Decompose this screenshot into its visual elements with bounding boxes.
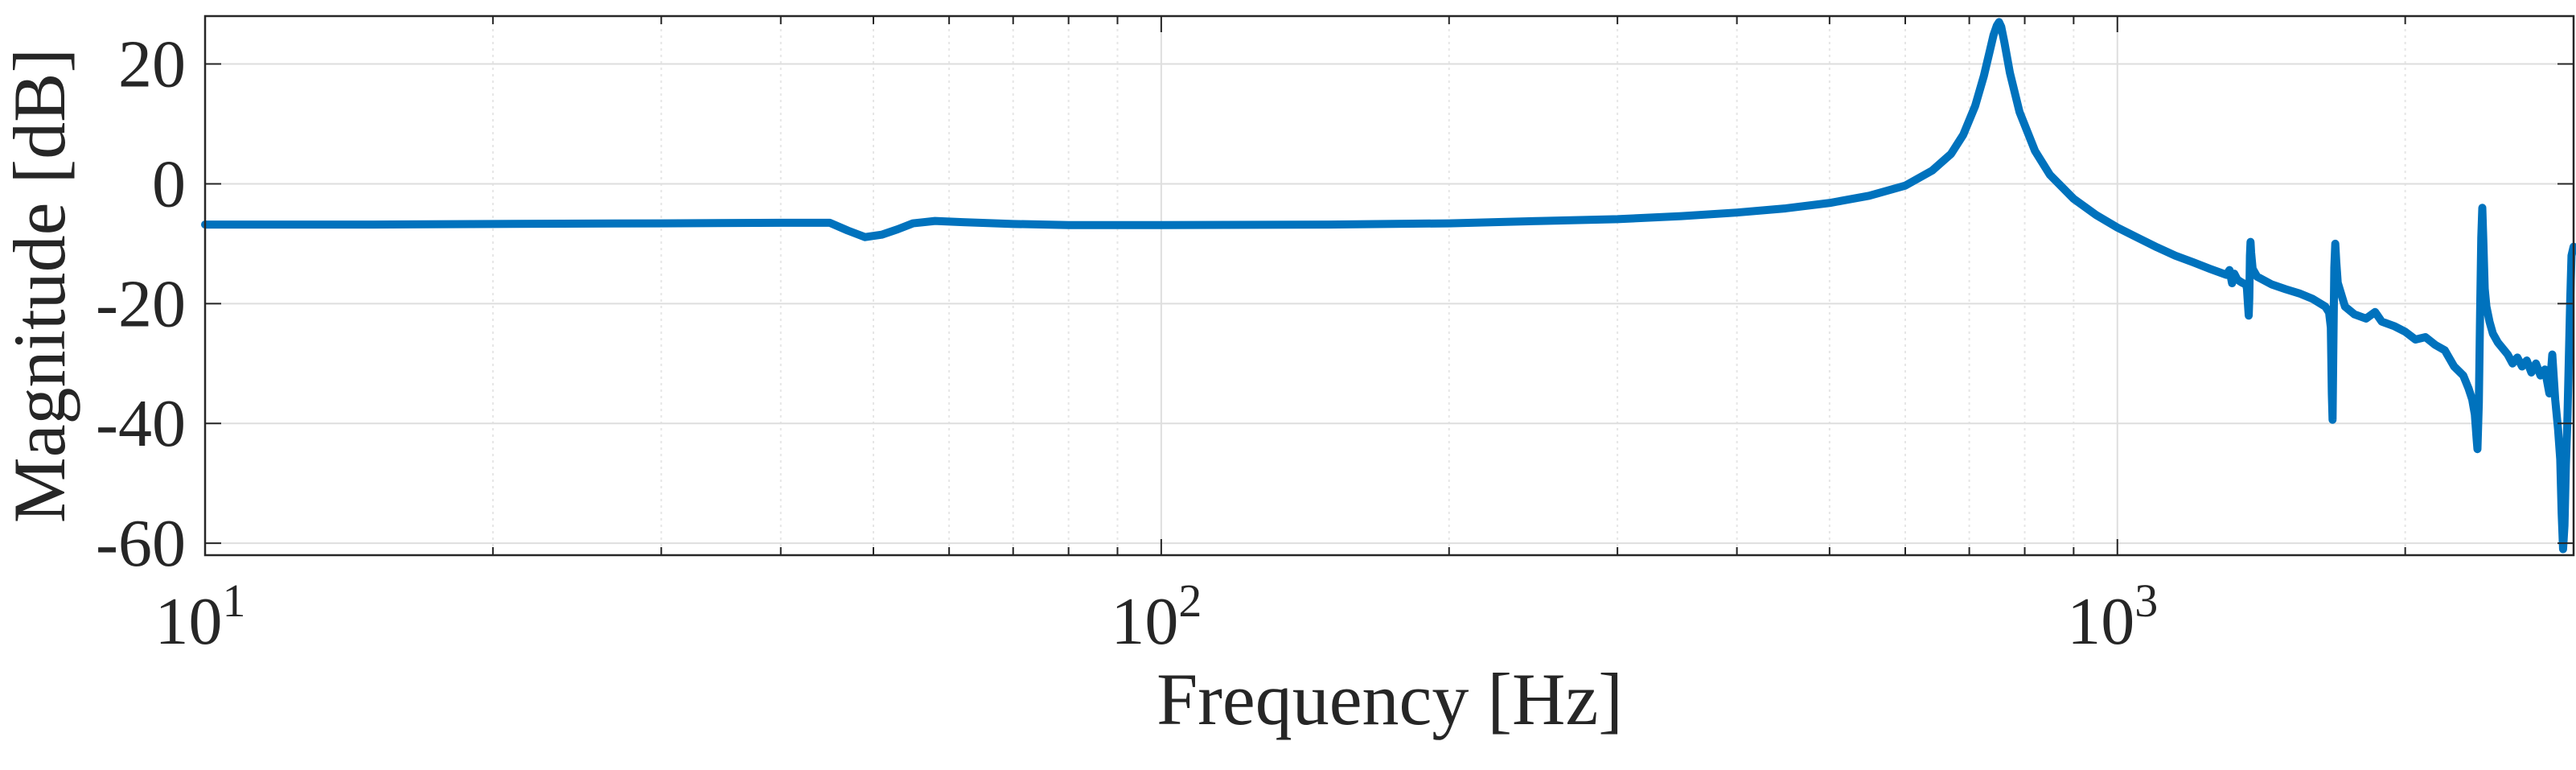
y-tick-label: -40 bbox=[96, 386, 186, 461]
x-tick-label: 101 bbox=[155, 574, 246, 659]
axes-layer bbox=[203, 14, 2575, 557]
y-tick-label: 20 bbox=[118, 27, 186, 102]
tick-label-layer: 101 102 103 20 0 -20 -40 -60 bbox=[96, 27, 2158, 659]
x-tick-label: 103 bbox=[2067, 574, 2158, 659]
plot-area-frame bbox=[203, 14, 2575, 557]
grid-layer bbox=[204, 16, 2574, 555]
series-layer bbox=[201, 18, 2576, 554]
x-axis-label: Frequency [Hz] bbox=[1157, 658, 1623, 740]
y-tick-label: 0 bbox=[152, 146, 186, 221]
y-axis-label: Magnitude [dB] bbox=[0, 48, 80, 523]
y-tick-label: -60 bbox=[96, 506, 186, 581]
x-tick-label: 102 bbox=[1111, 574, 1202, 659]
magnitude-series-line bbox=[201, 18, 2576, 554]
y-tick-label: -20 bbox=[96, 266, 186, 341]
